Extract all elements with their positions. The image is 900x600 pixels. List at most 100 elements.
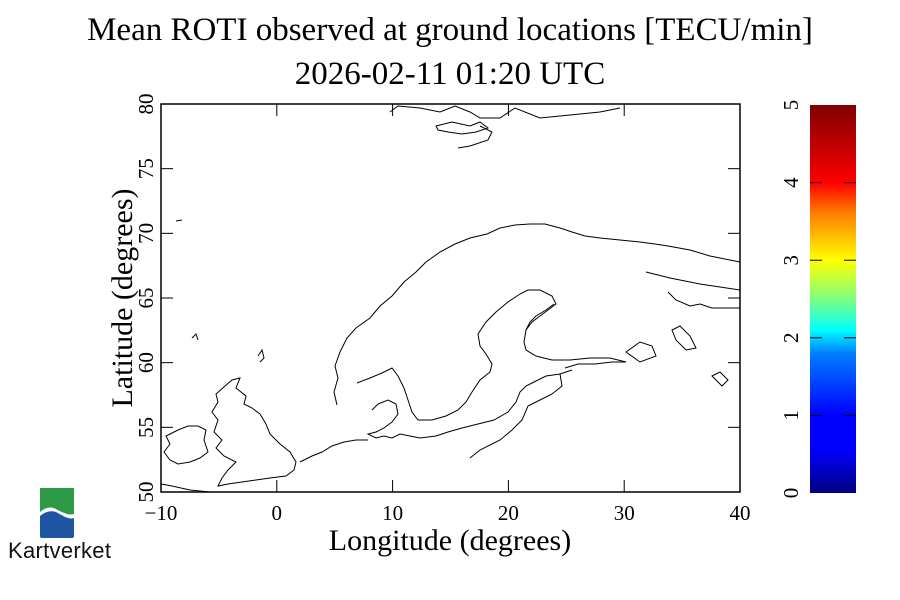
heatmap-cell — [414, 115, 430, 132]
heatmap-cell — [576, 244, 592, 261]
heatmap-cell — [587, 348, 603, 365]
heatmap-cell — [587, 322, 603, 339]
heatmap-cell — [425, 412, 441, 429]
heatmap-cell — [564, 296, 580, 313]
heatmap-cell — [437, 270, 453, 287]
heatmap-cell — [449, 322, 465, 339]
heatmap-cell — [506, 128, 522, 145]
heatmap-cell — [402, 322, 418, 339]
heatmap-cell — [576, 322, 592, 339]
heatmap-cell — [460, 387, 476, 404]
heatmap-cell — [587, 141, 603, 158]
heatmap-cell — [576, 257, 592, 274]
x-tick-label: 10 — [382, 501, 403, 525]
heatmap-cell — [472, 257, 488, 274]
coastline-ladoga — [625, 341, 657, 363]
heatmap-cell — [402, 296, 418, 313]
heatmap-cell — [414, 322, 430, 339]
heatmap-cell — [344, 374, 360, 391]
heatmap-cell — [391, 322, 407, 339]
heatmap-cell — [553, 309, 569, 326]
heatmap-cell — [449, 270, 465, 287]
heatmap-cell — [367, 348, 383, 365]
heatmap-cell — [506, 231, 522, 248]
heatmap-cell — [391, 296, 407, 313]
heatmap-cell — [541, 348, 557, 365]
heatmap-cell — [460, 167, 476, 184]
heatmap-cell — [472, 270, 488, 287]
y-axis-title: Latitude (degrees) — [106, 188, 139, 407]
heatmap-cell — [622, 257, 638, 274]
heatmap-cell — [449, 244, 465, 261]
heatmap-cell — [437, 322, 453, 339]
heatmap-cell — [599, 296, 615, 313]
heatmap-cell — [495, 231, 511, 248]
heatmap-cell — [564, 270, 580, 287]
heatmap-cell — [367, 412, 383, 429]
heatmap-cell — [483, 244, 499, 261]
heatmap-cell — [472, 231, 488, 248]
heatmap-cell — [391, 115, 407, 132]
coastline-white-sea — [645, 271, 740, 309]
colorbar-tick-label: 3 — [779, 255, 803, 266]
heatmap-cell — [553, 257, 569, 274]
heatmap-cell — [356, 309, 372, 326]
heatmap-cell — [379, 283, 395, 300]
heatmap-cell — [541, 270, 557, 287]
heatmap-cell — [576, 296, 592, 313]
heatmap-cell — [530, 335, 546, 352]
heatmap-cell — [460, 244, 476, 261]
heatmap-cell — [449, 283, 465, 300]
heatmap-cell — [622, 283, 638, 300]
heatmap-cell — [611, 257, 627, 274]
heatmap-cell — [425, 283, 441, 300]
x-tick-label: 30 — [614, 501, 635, 525]
heatmap-cell — [321, 399, 337, 416]
x-axis: −10 0 10 20 30 40 — [145, 104, 751, 525]
heatmap-cell — [402, 335, 418, 352]
heatmap-cell — [530, 322, 546, 339]
heatmap-cell — [367, 361, 383, 378]
coastline-gulf-of-finland — [564, 361, 626, 369]
heatmap-cell — [483, 283, 499, 300]
heatmap-cell — [437, 283, 453, 300]
heatmap-cell — [576, 141, 592, 158]
heatmap-cell — [576, 283, 592, 300]
heatmap-cell — [414, 309, 430, 326]
heatmap-cell — [553, 348, 569, 365]
heatmap-cell — [310, 387, 326, 404]
heatmap-cell — [530, 231, 546, 248]
heatmap-cell — [611, 322, 627, 339]
heatmap-cell — [599, 231, 615, 248]
heatmap-cell — [587, 270, 603, 287]
heatmap-cell — [356, 322, 372, 339]
heatmap-cell — [611, 309, 627, 326]
heatmap-cell — [587, 218, 603, 235]
heatmap-cell — [344, 387, 360, 404]
heatmap-cell — [530, 141, 546, 158]
heatmap-cell — [553, 244, 569, 261]
coastline-lake — [711, 371, 729, 387]
heatmap-cell — [437, 335, 453, 352]
coastline — [161, 105, 740, 492]
heatmap-cell — [495, 361, 511, 378]
heatmap-cell — [379, 374, 395, 391]
heatmap-cell — [645, 218, 661, 235]
heatmap-cell — [460, 296, 476, 313]
heatmap-cell — [367, 335, 383, 352]
heatmap-cell — [611, 244, 627, 261]
heatmap-cell — [564, 257, 580, 274]
y-tick-label: 70 — [134, 223, 158, 244]
heatmap-cell — [460, 257, 476, 274]
heatmap-cell — [310, 335, 326, 352]
heatmap-cell — [530, 296, 546, 313]
heatmap-cell — [472, 244, 488, 261]
y-axis: 50 55 60 65 70 75 80 — [134, 94, 740, 503]
heatmap-cell — [356, 412, 372, 429]
heatmap-cell — [576, 218, 592, 235]
heatmap-cell — [541, 335, 557, 352]
colorbar-tick-label: 5 — [779, 100, 803, 111]
heatmap-cell — [391, 335, 407, 352]
chart-timestamp: 2026-02-11 01:20 UTC — [294, 56, 606, 92]
heatmap-cell — [414, 399, 430, 416]
